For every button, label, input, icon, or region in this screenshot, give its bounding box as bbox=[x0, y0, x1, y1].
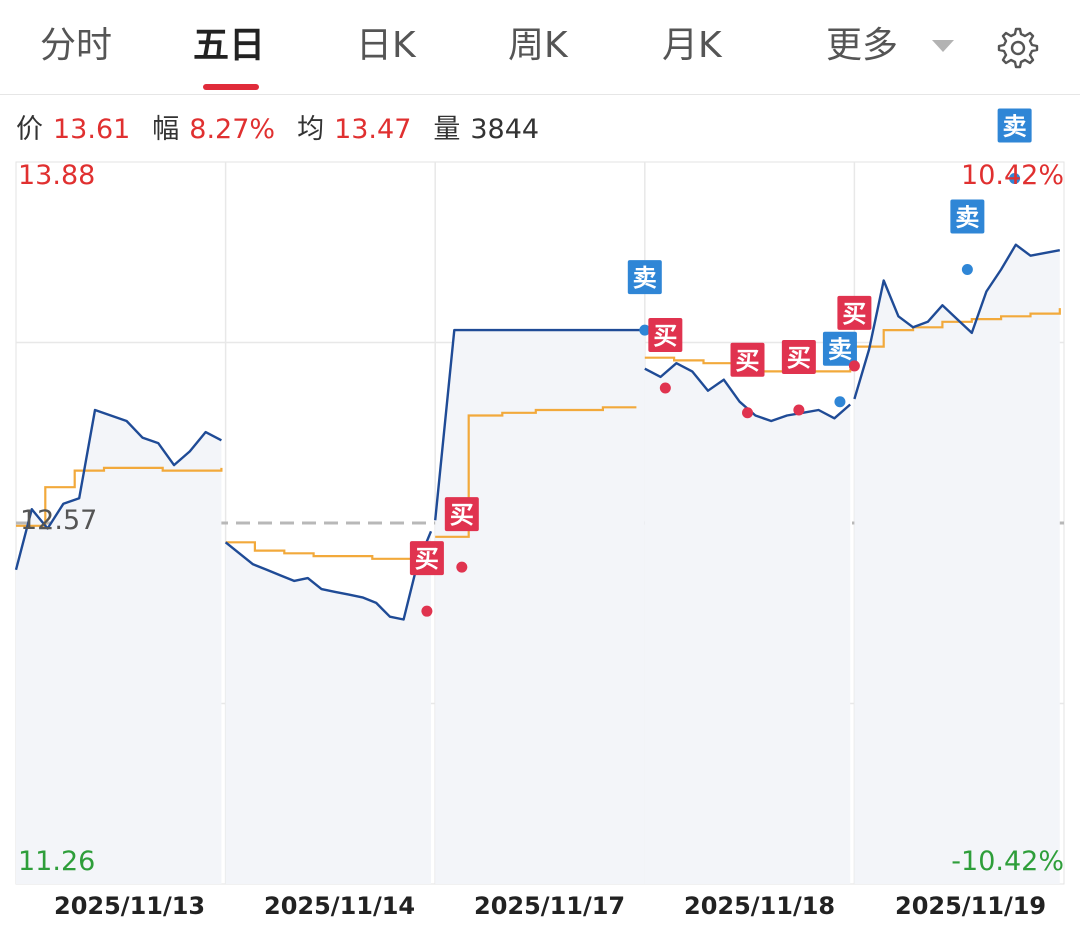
tab-more[interactable]: 更多 bbox=[826, 25, 899, 66]
avg-value: 13.47 bbox=[334, 114, 412, 145]
buy-marker-label: 买 bbox=[450, 501, 474, 529]
sell-marker-3 bbox=[627, 260, 662, 295]
buy-point-8 bbox=[848, 360, 860, 372]
tab-weekly-k[interactable]: 周K bbox=[508, 25, 568, 66]
tab-five-day[interactable]: 五日 bbox=[193, 25, 266, 66]
buy-point-1 bbox=[421, 605, 433, 617]
active-tab-indicator bbox=[203, 84, 259, 90]
sell-marker-7 bbox=[822, 331, 857, 366]
bottom-indicator-strip bbox=[0, 928, 1080, 937]
price-area-day5 bbox=[854, 244, 1060, 884]
buy-point-4 bbox=[659, 382, 671, 394]
buy-marker-4 bbox=[648, 317, 683, 352]
sell-point-3 bbox=[639, 324, 651, 336]
volume-value: 3844 bbox=[470, 114, 540, 145]
avg-line-day1 bbox=[16, 466, 223, 527]
sell-marker-label: 卖 bbox=[828, 336, 852, 364]
date-label-day5: 2025/11/19 bbox=[895, 892, 1047, 920]
change-value: 8.27% bbox=[189, 114, 276, 145]
sell-marker-label: 卖 bbox=[633, 264, 657, 292]
buy-marker-8 bbox=[837, 295, 872, 330]
price-line-day2 bbox=[224, 530, 433, 621]
buy-marker-label: 买 bbox=[842, 300, 866, 328]
top-percent-label: 10.42% bbox=[961, 160, 1064, 191]
date-label-day4: 2025/11/18 bbox=[684, 892, 836, 920]
price-line-day3 bbox=[434, 328, 645, 521]
price-line-day1 bbox=[14, 408, 222, 571]
price-value: 13.61 bbox=[53, 114, 131, 145]
quote-info-row: 价 13.61 幅 8.27% 均 13.47 量 3844 bbox=[16, 112, 539, 148]
avg-line-day2 bbox=[225, 541, 433, 560]
change-label: 幅 bbox=[152, 114, 180, 145]
tab-daily-k[interactable]: 日K bbox=[356, 25, 416, 66]
base-price-label: 12.57 bbox=[20, 505, 98, 536]
date-label-day1: 2025/11/13 bbox=[54, 892, 206, 920]
price-label: 价 bbox=[16, 114, 43, 145]
price-area-day3 bbox=[435, 330, 645, 885]
sell-point-10 bbox=[1009, 173, 1021, 185]
buy-point-2 bbox=[456, 561, 468, 573]
top-price-label: 13.88 bbox=[18, 160, 96, 191]
buy-point-5 bbox=[742, 407, 754, 419]
price-area-day2 bbox=[225, 531, 431, 884]
date-label-day2: 2025/11/14 bbox=[264, 892, 416, 920]
avg-label: 均 bbox=[297, 114, 325, 145]
buy-marker-5 bbox=[730, 342, 765, 377]
sell-marker-10 bbox=[997, 108, 1032, 143]
sell-marker-label: 卖 bbox=[1003, 113, 1027, 141]
tab-intraday[interactable]: 分时 bbox=[40, 25, 113, 66]
buy-point-6 bbox=[793, 404, 805, 416]
price-line-day5 bbox=[853, 243, 1061, 400]
sell-marker-label: 卖 bbox=[955, 203, 979, 231]
buy-marker-label: 买 bbox=[653, 322, 677, 350]
buy-marker-label: 买 bbox=[415, 545, 439, 573]
buy-marker-label: 买 bbox=[787, 344, 811, 372]
avg-line-day5 bbox=[854, 308, 1061, 348]
tab-monthly-k[interactable]: 月K bbox=[662, 25, 722, 66]
gear-icon[interactable] bbox=[996, 26, 1040, 70]
date-label-day3: 2025/11/17 bbox=[474, 892, 626, 920]
buy-marker-label: 买 bbox=[736, 347, 760, 375]
volume-label: 量 bbox=[433, 114, 461, 145]
price-area-day1 bbox=[16, 410, 222, 884]
period-tab-bar: 分时 五日 日K 周K 月K 更多 bbox=[0, 0, 1080, 95]
sell-marker-9 bbox=[950, 199, 985, 234]
caret-down-icon[interactable] bbox=[932, 40, 954, 52]
buy-marker-1 bbox=[409, 541, 444, 576]
bottom-price-label: 11.26 bbox=[18, 846, 96, 877]
sell-point-9 bbox=[961, 263, 973, 275]
sell-point-7 bbox=[834, 396, 846, 408]
bottom-percent-label: -10.42% bbox=[951, 846, 1064, 877]
buy-marker-2 bbox=[444, 497, 479, 532]
price-area-day4 bbox=[644, 363, 851, 884]
buy-marker-6 bbox=[781, 340, 816, 375]
avg-line-day3 bbox=[435, 406, 637, 538]
